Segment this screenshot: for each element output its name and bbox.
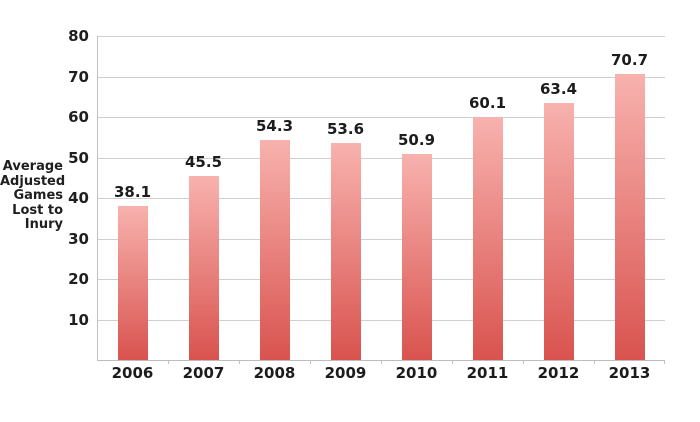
bar-value-label: 50.9 [397,130,436,149]
gridline [97,279,665,280]
bar-group: 60.1 [452,36,523,360]
bar-group: 45.5 [168,36,239,360]
x-axis-line [97,360,665,361]
bar-value-label: 63.4 [539,80,578,99]
bar-group: 50.9 [381,36,452,360]
bar-value-label: 60.1 [468,93,507,112]
y-tick-label: 10 [68,310,89,329]
x-axis-tick [522,360,524,364]
gridline [97,157,665,159]
y-axis-title: Average Adjusted Games Lost to Inury [0,159,66,233]
gridline [97,36,665,37]
bar-value-label: 54.3 [255,117,294,136]
x-axis-tick [167,360,169,364]
x-axis-tick [593,360,595,364]
gridline [97,319,665,321]
bar-group: 38.1 [97,36,168,360]
y-tick-label: 20 [68,270,89,288]
y-tick-label: 50 [68,148,89,167]
bar-value-label: 45.5 [184,152,223,171]
y-axis-tick-labels: 80 70 60 50 40 30 20 10 [68,27,665,360]
x-category-label: 2013 [608,364,651,382]
bar [259,140,290,360]
bar [401,153,432,360]
bars: 38.1 45.5 54.3 53.6 50.9 60.1 [97,36,665,360]
y-tick-label: 30 [68,229,89,248]
x-category-label: 2007 [182,364,225,382]
y-axis-title-line: Average [2,159,63,174]
y-tick-label: 80 [68,27,89,45]
x-axis-tick [663,360,665,364]
gridlines [97,36,665,360]
gridline [97,76,665,78]
bar [472,116,503,360]
y-tick-label: 60 [68,108,89,126]
bar [330,142,361,360]
bar [188,175,219,360]
gridline [97,238,665,240]
x-axis-tick [380,360,382,364]
x-category-label: 2012 [537,364,580,382]
y-axis-title-line: Inury [24,217,63,232]
bar-group: 53.6 [310,36,381,360]
bar [117,205,148,360]
x-category-label: 2009 [324,364,367,382]
x-axis-tick [238,360,240,364]
y-axis-line [97,36,98,360]
bar-group: 54.3 [239,36,310,360]
bar-value-label: 38.1 [113,182,152,201]
gridline [97,117,665,118]
x-category-label: 2008 [253,364,296,382]
x-category-label: 2006 [111,364,154,382]
bar [543,103,574,360]
bar-group: 63.4 [523,36,594,360]
bar-value-label: 53.6 [326,119,365,138]
bar-value-label: 70.7 [610,50,649,69]
plot-area: 80 70 60 50 40 30 20 10 38.1 45.5 [68,27,665,364]
x-axis-tick [309,360,311,364]
y-axis-title-line: Adjusted [0,173,66,189]
x-category-label: 2010 [395,364,438,382]
x-category-label: 2011 [466,364,509,382]
y-axis-title-line: Lost to [12,202,63,218]
y-tick-label: 40 [68,189,89,207]
gridline [97,198,665,199]
y-tick-label: 70 [68,67,89,86]
y-axis-title-line: Games [13,188,63,203]
bar-group: 70.7 [594,36,665,360]
x-axis-category-labels: 2006 2007 2008 2009 2010 2011 2012 2013 [97,364,665,382]
x-axis-tick [451,360,453,364]
bar [614,73,645,360]
